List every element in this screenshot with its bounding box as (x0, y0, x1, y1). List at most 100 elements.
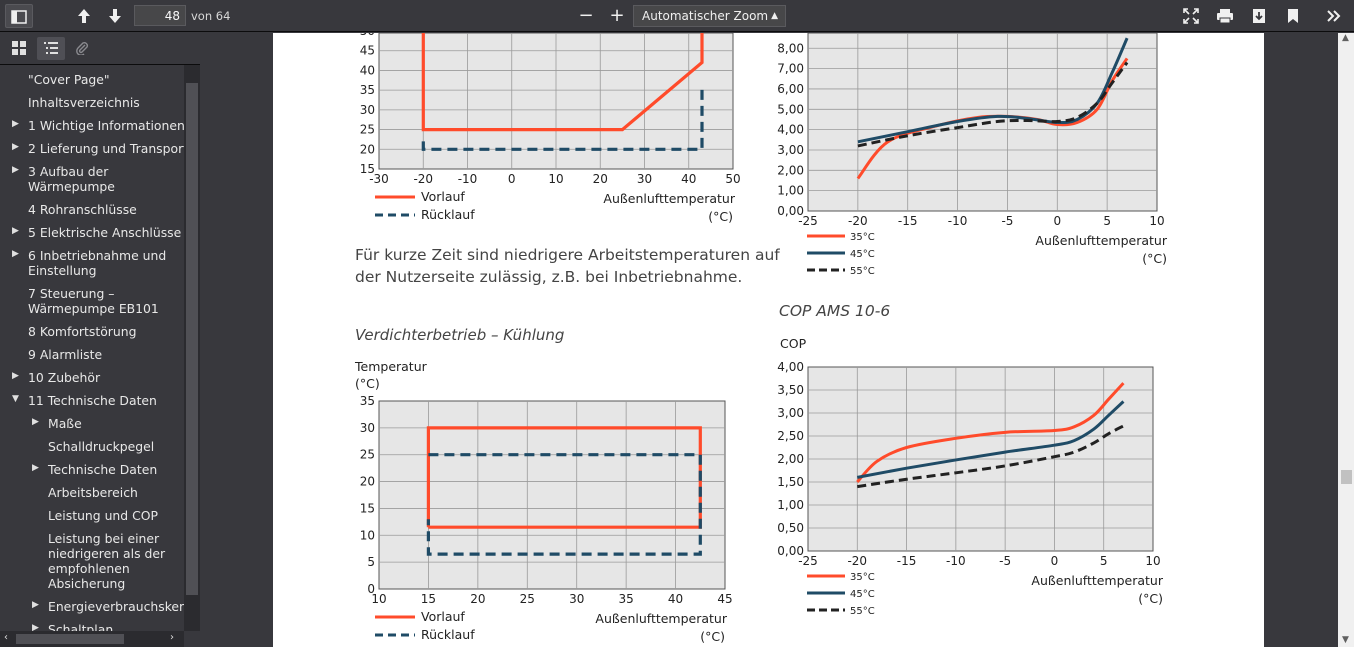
triangle-right-icon[interactable]: ▶ (12, 249, 19, 259)
attachments-tab[interactable] (68, 37, 96, 60)
outline-item[interactable]: Arbeitsbereich (0, 485, 184, 500)
outline-item[interactable]: 9 Alarmliste (0, 347, 184, 362)
scroll-right-icon[interactable]: › (170, 632, 174, 643)
outline-item-label: Wärmepumpe (28, 179, 115, 194)
outline-tab[interactable] (37, 37, 65, 60)
tools-button[interactable] (1320, 4, 1348, 28)
outline-item[interactable]: ▶ Technische Daten (0, 462, 184, 477)
outline-item-label: 8 Komfortstörung (28, 324, 137, 339)
x-axis-label: Außenlufttemperatur (595, 611, 727, 626)
paragraph-line: Für kurze Zeit sind niedrigere Arbeitste… (355, 246, 780, 264)
x-tick-label: 0 (1053, 214, 1061, 228)
outline-item[interactable]: Leistung und COP (0, 508, 184, 523)
zoom-select[interactable]: Automatischer Zoom ▲ (633, 5, 786, 27)
y-tick-label: 3,50 (777, 383, 804, 397)
outline-item[interactable]: ▶ Maße (0, 416, 184, 431)
viewer-vertical-scrollbar[interactable]: ▲ ▼ (1338, 33, 1354, 647)
triangle-right-icon[interactable]: ▶ (12, 165, 19, 175)
sidebar-scroll-thumb[interactable] (186, 83, 198, 595)
outline-item[interactable]: 7 Steuerung – Wärmepumpe EB101 (0, 286, 184, 316)
outline-item[interactable]: ▶ 2 Lieferung und Transport (0, 141, 184, 156)
outline-item-label: 11 Technische Daten (28, 393, 157, 408)
triangle-right-icon[interactable]: ▶ (32, 600, 39, 610)
y-tick-label: 5,00 (777, 102, 804, 116)
arrow-up-icon (78, 9, 90, 23)
outline-item-label: 10 Zubehör (28, 370, 101, 385)
x-tick-label: 10 (1149, 214, 1164, 228)
outline-item[interactable]: ▶ 1 Wichtige Informationen (0, 118, 184, 133)
paragraph-line: der Nutzerseite zulässig, z.B. bei Inbet… (355, 268, 742, 286)
outline-item[interactable]: Leistung bei einer niedrigeren als der emp… (0, 531, 184, 591)
x-tick-label: -5 (999, 554, 1011, 568)
arrow-down-icon (109, 9, 121, 23)
triangle-down-icon[interactable]: ▼ (12, 394, 19, 404)
document-viewer[interactable]: -30-20-10010203040501520253035404550Auße… (200, 33, 1354, 647)
x-tick-label: -20 (413, 172, 433, 186)
outline-item-label: niedrigeren als der (48, 546, 166, 561)
outline-item[interactable]: ▶ 10 Zubehör (0, 370, 184, 385)
download-button[interactable] (1245, 4, 1273, 28)
page-number-input[interactable] (134, 5, 186, 26)
sidebar-hscroll-thumb[interactable] (16, 634, 124, 644)
outline-item[interactable]: ▶ 5 Elektrische Anschlüsse (0, 225, 184, 240)
x-tick-label: 25 (520, 592, 535, 606)
print-button[interactable] (1211, 4, 1239, 28)
outline-item[interactable]: 8 Komfortstörung (0, 324, 184, 339)
triangle-right-icon[interactable]: ▶ (12, 226, 19, 236)
triangle-right-icon[interactable]: ▶ (12, 142, 19, 152)
outline-item-label: 2 Lieferung und Transport (28, 141, 184, 156)
outline-item[interactable]: ▶ Schaltplan (0, 622, 184, 631)
triangle-right-icon[interactable]: ▶ (32, 417, 39, 427)
x-tick-label: 0 (1051, 554, 1059, 568)
x-tick-label: -25 (798, 554, 818, 568)
y-tick-label: 2,00 (777, 452, 804, 466)
zoom-out-button[interactable]: − (578, 5, 594, 26)
y-tick-label: 8,00 (777, 41, 804, 55)
outline-item-label: Schaltplan (48, 622, 114, 631)
fullscreen-button[interactable] (1177, 4, 1205, 28)
outline-icon (44, 42, 58, 54)
scroll-down-icon[interactable]: ▼ (1342, 635, 1349, 645)
triangle-right-icon[interactable]: ▶ (32, 463, 39, 473)
sidebar-tabs (0, 33, 200, 65)
outline-item[interactable]: ▶ Energieverbrauchskenn (0, 599, 184, 614)
triangle-right-icon[interactable]: ▶ (32, 623, 39, 631)
outline-item[interactable]: Inhaltsverzeichnis (0, 95, 184, 110)
section-heading-cooling: Verdichterbetrieb – Kühlung (355, 326, 564, 344)
scroll-up-icon[interactable]: ▲ (1342, 33, 1349, 43)
scroll-left-icon[interactable]: ‹ (4, 632, 8, 643)
outline-item[interactable]: ▼ 11 Technische Daten (0, 393, 184, 408)
outline-item-label: Einstellung (28, 263, 97, 278)
x-axis-unit: (°C) (700, 629, 725, 644)
x-axis-unit: (°C) (1142, 251, 1167, 266)
outline-item[interactable]: "Cover Page" (0, 72, 184, 87)
triangle-right-icon[interactable]: ▶ (12, 119, 19, 129)
sidebar-toggle-button[interactable] (5, 4, 33, 28)
viewer-scroll-thumb[interactable] (1341, 470, 1352, 484)
x-tick-label: 0 (508, 172, 516, 186)
outline-item-label: Leistung und COP (48, 508, 158, 523)
x-tick-label: -20 (848, 214, 868, 228)
y-axis-label: Temperatur (354, 359, 428, 374)
bookmark-button[interactable] (1279, 4, 1307, 28)
next-page-button[interactable] (101, 4, 129, 28)
y-tick-label: 0,00 (777, 544, 804, 558)
previous-page-button[interactable] (70, 4, 98, 28)
outline-item[interactable]: ▶ 3 Aufbau der Wärmepumpe (0, 164, 184, 194)
y-tick-label: 6,00 (777, 82, 804, 96)
series-line-rcklauf (421, 86, 704, 151)
outline-item[interactable]: Schalldruckpegel (0, 439, 184, 454)
zoom-in-button[interactable]: + (609, 5, 625, 26)
page-count-label: von 64 (191, 9, 231, 23)
page-graphics: -30-20-10010203040501520253035404550Auße… (354, 33, 1168, 644)
thumbnails-tab[interactable] (5, 37, 33, 60)
outline-item-label: 7 Steuerung – (28, 286, 115, 301)
y-tick-label: 2,50 (777, 429, 804, 443)
x-tick-label: 30 (637, 172, 652, 186)
outline-item[interactable]: ▶ 6 Inbetriebnahme und Einstellung (0, 248, 184, 278)
pdf-page: -30-20-10010203040501520253035404550Auße… (273, 33, 1264, 647)
outline-item[interactable]: 4 Rohranschlüsse (0, 202, 184, 217)
legend-label-t45: 45°C (850, 589, 875, 600)
x-tick-label: 40 (681, 172, 696, 186)
triangle-right-icon[interactable]: ▶ (12, 371, 19, 381)
